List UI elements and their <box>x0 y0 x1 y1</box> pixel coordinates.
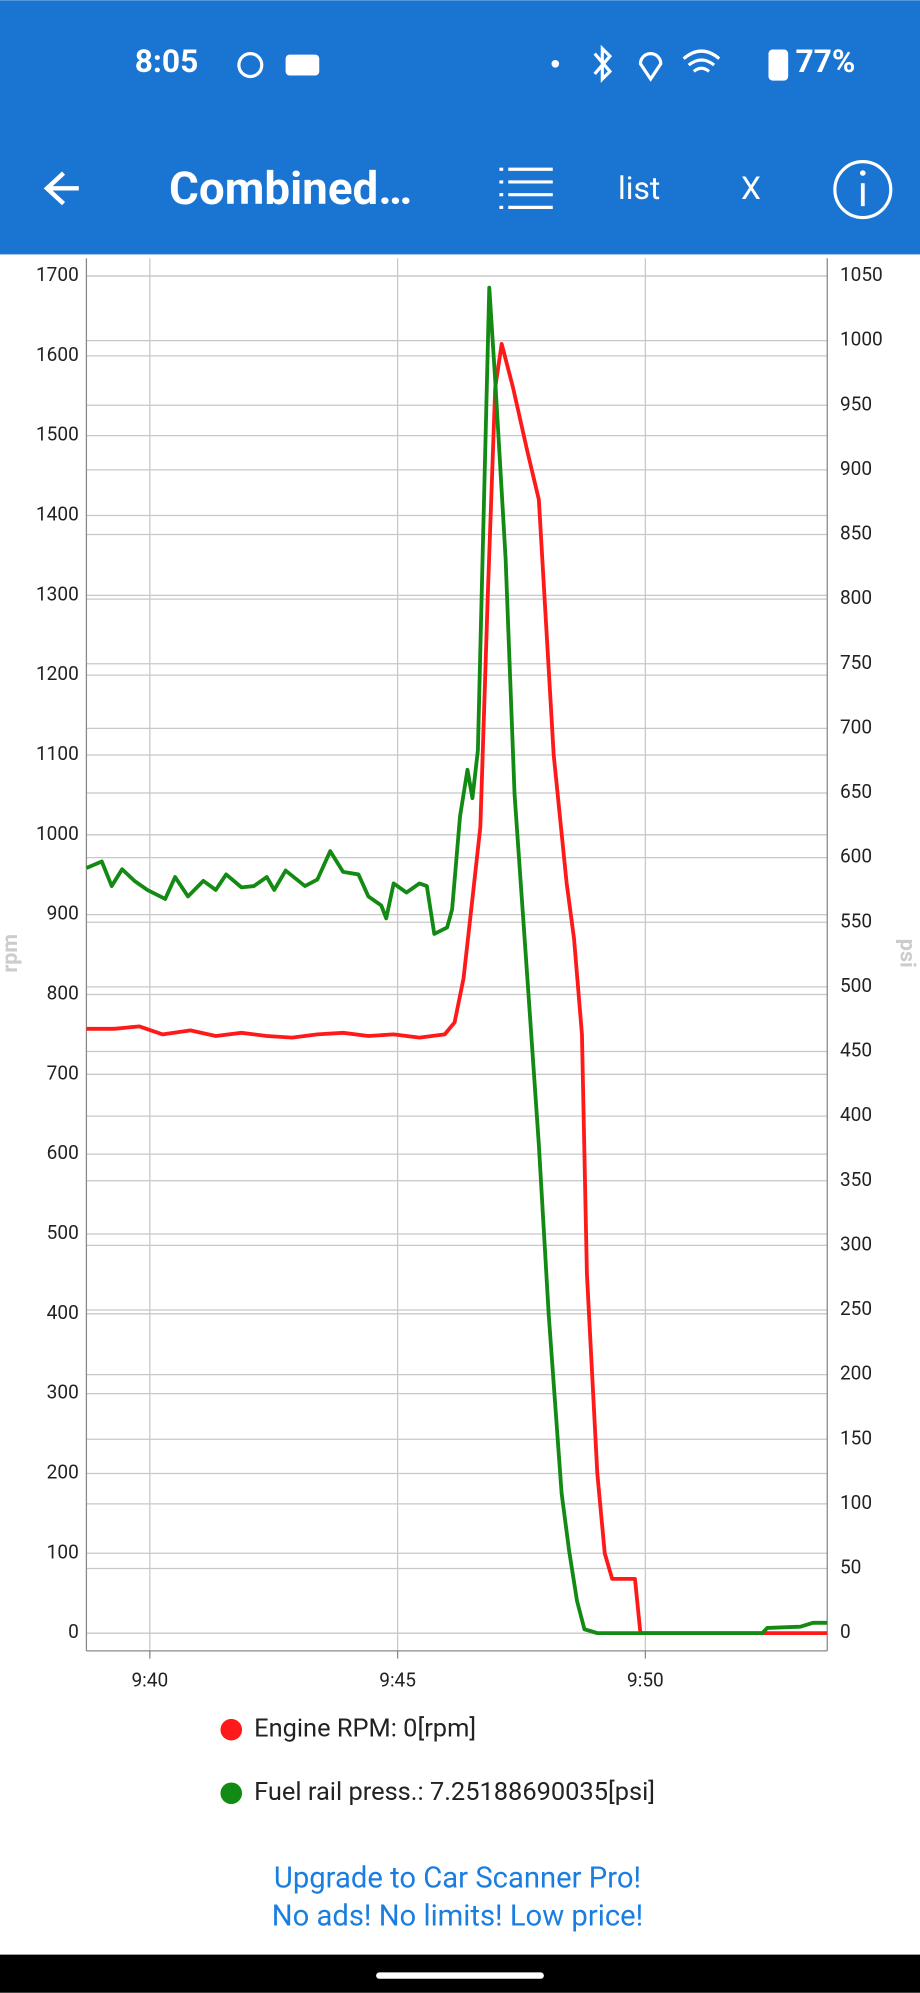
chart: 0100200300400500600700800900100011001200… <box>0 258 919 1807</box>
legend-label: Engine RPM: 0[rpm] <box>254 1713 476 1743</box>
ad-line-1[interactable]: Upgrade to Car Scanner Pro! <box>274 1861 641 1895</box>
y2-axis-label: psi <box>894 939 919 968</box>
y-tick-label: 800 <box>47 982 79 1005</box>
y2-tick-label: 300 <box>840 1232 872 1255</box>
status-time: 8:05 <box>135 43 199 80</box>
y-tick-label: 1100 <box>36 742 79 765</box>
y-tick-label: 1200 <box>36 662 79 685</box>
list-button[interactable]: list <box>618 170 660 207</box>
y2-tick-label: 250 <box>840 1297 872 1320</box>
x-tick-label: 9:45 <box>379 1668 416 1691</box>
status-battery: 77% <box>795 43 855 80</box>
legend-marker <box>220 1782 243 1805</box>
list-icon[interactable] <box>499 167 553 209</box>
y-tick-label: 1600 <box>36 343 79 366</box>
y2-tick-label: 50 <box>840 1556 861 1579</box>
home-indicator[interactable] <box>376 1972 544 1979</box>
screen-title: Combined… <box>169 163 412 216</box>
y2-tick-label: 150 <box>840 1426 872 1449</box>
y-tick-label: 200 <box>47 1460 79 1483</box>
info-button[interactable] <box>833 160 893 220</box>
y2-tick-label: 450 <box>840 1039 872 1062</box>
plot-area <box>86 258 828 1651</box>
y-tick-label: 1700 <box>36 263 79 286</box>
y2-tick-label: 1050 <box>840 263 883 286</box>
y-tick-label: 1400 <box>36 503 79 526</box>
y2-tick-label: 900 <box>840 457 872 480</box>
y-tick-label: 1300 <box>36 582 79 605</box>
y-tick-label: 700 <box>47 1061 79 1084</box>
y2-tick-label: 750 <box>840 651 872 674</box>
y2-tick-label: 500 <box>840 974 872 997</box>
y2-tick-label: 0 <box>840 1620 851 1643</box>
series-line <box>86 341 828 1636</box>
y-tick-label: 100 <box>47 1540 79 1563</box>
y2-tick-label: 200 <box>840 1362 872 1385</box>
y2-tick-label: 600 <box>840 845 872 868</box>
y2-tick-label: 1000 <box>840 328 883 351</box>
y2-tick-label: 100 <box>840 1491 872 1514</box>
legend-label: Fuel rail press.: 7.25188690035[psi] <box>254 1777 655 1807</box>
close-button[interactable]: X <box>741 170 761 207</box>
y-tick-label: 500 <box>47 1221 79 1244</box>
y2-tick-label: 400 <box>840 1103 872 1126</box>
y2-tick-label: 800 <box>840 586 872 609</box>
x-tick-label: 9:50 <box>627 1668 664 1691</box>
y-tick-label: 1500 <box>36 423 79 446</box>
legend-marker <box>220 1718 243 1741</box>
y-tick-label: 400 <box>47 1301 79 1324</box>
y2-tick-label: 550 <box>840 909 872 932</box>
y-axis-label: rpm <box>0 934 23 973</box>
y2-tick-label: 700 <box>840 715 872 738</box>
y-tick-label: 600 <box>47 1141 79 1164</box>
back-button[interactable] <box>43 171 79 206</box>
y2-tick-label: 650 <box>840 780 872 803</box>
series-line <box>85 285 828 1636</box>
y-tick-label: 300 <box>47 1381 79 1404</box>
y2-tick-label: 350 <box>840 1168 872 1191</box>
ad-line-2[interactable]: No ads! No limits! Low price! <box>272 1899 643 1933</box>
app-header-bg <box>0 0 920 255</box>
y-tick-label: 0 <box>68 1620 79 1643</box>
x-tick-label: 9:40 <box>131 1668 168 1691</box>
y2-tick-label: 850 <box>840 522 872 545</box>
y2-tick-label: 950 <box>840 392 872 415</box>
status-icons <box>237 44 789 83</box>
y-tick-label: 900 <box>47 902 79 925</box>
y-tick-label: 1000 <box>36 822 79 845</box>
